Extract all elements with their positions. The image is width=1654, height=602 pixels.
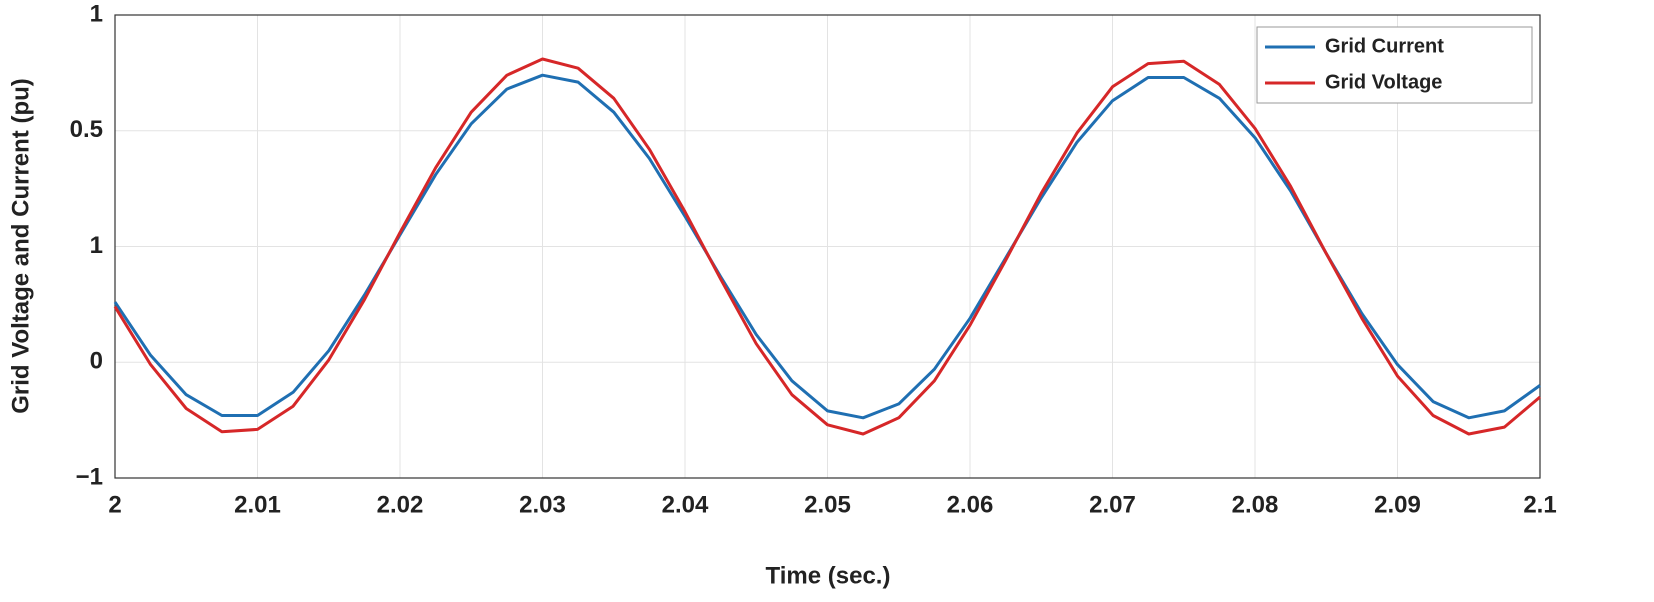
y-axis-label: Grid Voltage and Current (pu) — [7, 78, 34, 414]
x-axis-label: Time (sec.) — [766, 562, 891, 589]
x-tick-label: 2.09 — [1374, 491, 1421, 518]
x-tick-label: 2.07 — [1089, 491, 1136, 518]
x-tick-label: 2.01 — [234, 491, 281, 518]
x-tick-label: 2.1 — [1523, 491, 1556, 518]
y-tick-label: 1 — [90, 0, 103, 27]
y-tick-label: 0 — [90, 348, 103, 375]
x-tick-label: 2.03 — [519, 491, 566, 518]
plot-frame — [114, 14, 1541, 479]
x-tick-label: 2.05 — [804, 491, 851, 518]
x-tick-label: 2.02 — [377, 491, 424, 518]
legend-label: Grid Current — [1325, 35, 1444, 57]
data-line — [113, 57, 1541, 436]
x-tick-label: 2.06 — [947, 491, 994, 518]
legend-label: Grid Voltage — [1325, 71, 1442, 93]
y-tick-label: 1 — [90, 232, 103, 259]
x-tick-label: 2 — [108, 491, 121, 518]
y-tick-label: −1 — [76, 463, 103, 490]
x-tick-label: 2.08 — [1232, 491, 1279, 518]
legend: Grid Current Grid Voltage — [1256, 26, 1533, 104]
legend-box — [1256, 26, 1533, 104]
x-tick-label: 2.04 — [662, 491, 709, 518]
y-tick-label: 0.5 — [70, 116, 103, 143]
